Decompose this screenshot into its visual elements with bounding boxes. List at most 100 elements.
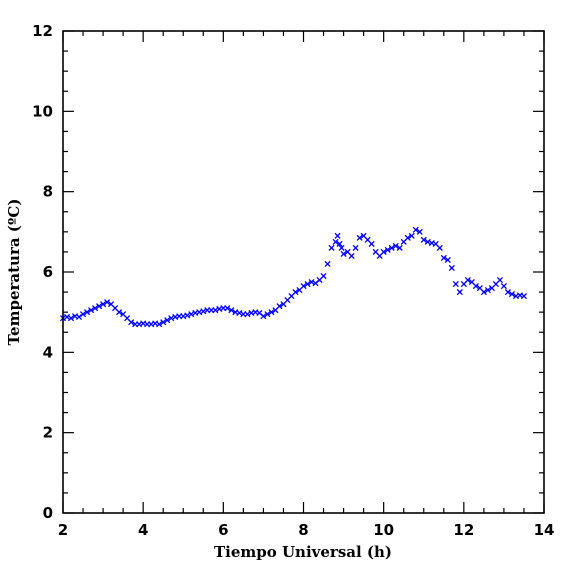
data-point-stroke [424, 238, 431, 245]
data-point-stroke [404, 234, 411, 241]
data-point [83, 309, 91, 316]
data-point-stroke [256, 309, 263, 317]
x-tick-label: 4 [138, 521, 148, 539]
data-point [168, 315, 175, 322]
data-point-stroke [75, 313, 83, 321]
data-point-stroke [124, 315, 131, 322]
data-point-stroke [476, 285, 483, 292]
data-point-stroke [300, 282, 307, 290]
x-tick-label: 10 [373, 521, 394, 539]
data-point [388, 244, 395, 251]
data-point [520, 293, 528, 300]
data-point [412, 226, 419, 233]
data-point-stroke [336, 240, 343, 247]
data-point-stroke [92, 305, 99, 312]
data-point [336, 240, 343, 247]
data-point-stroke [408, 232, 415, 239]
data-point [340, 250, 347, 257]
data-point-stroke [484, 287, 491, 294]
data-point [308, 278, 315, 286]
data-point [508, 291, 515, 298]
data-point-stroke [148, 321, 155, 328]
data-point-stroke [260, 313, 267, 320]
data-point-stroke [412, 226, 419, 233]
data-point [416, 228, 423, 235]
data-point [356, 234, 363, 241]
data-point-stroke [436, 244, 443, 251]
y-tick-label: 12 [32, 22, 53, 40]
data-point-stroke [63, 313, 71, 321]
data-point-stroke [444, 256, 451, 264]
data-point [444, 256, 451, 264]
data-point-stroke [464, 276, 471, 284]
y-axis-tick-labels: 0 2 4 6 8 10 12 [32, 22, 53, 522]
data-point-stroke [328, 244, 335, 251]
axis-ticks [62, 30, 545, 514]
data-point [164, 317, 171, 324]
data-point [480, 289, 487, 296]
data-point-stroke [228, 307, 235, 314]
data-point-stroke [340, 250, 347, 257]
data-point [424, 238, 431, 245]
data-point-stroke [338, 244, 345, 251]
data-point-stroke [292, 289, 299, 296]
data-point-stroke [128, 319, 135, 326]
data-point [116, 309, 123, 316]
data-point-stroke [352, 244, 359, 251]
y-tick-label: 4 [43, 343, 53, 361]
x-tick-label: 12 [453, 521, 474, 539]
data-point [276, 303, 283, 310]
data-point-stroke [304, 280, 311, 288]
data-point [304, 280, 311, 288]
data-point [292, 289, 299, 296]
y-tick-label: 10 [32, 102, 53, 120]
data-point-stroke [212, 307, 219, 314]
x-axis-label: Tiempo Universal (h) [214, 543, 392, 561]
data-point [472, 282, 479, 290]
data-point-stroke [372, 248, 379, 255]
data-point [224, 305, 231, 312]
y-tick-label: 6 [43, 263, 53, 281]
data-point-stroke [83, 309, 91, 316]
x-tick-label: 14 [534, 521, 555, 539]
data-point [128, 319, 135, 326]
data-point [100, 301, 107, 308]
data-point [334, 232, 341, 239]
data-point-stroke [448, 264, 455, 272]
data-point-stroke [264, 311, 271, 318]
data-point-stroke [188, 311, 195, 318]
y-tick-label: 8 [43, 183, 53, 201]
data-point [79, 311, 87, 318]
data-point [384, 246, 391, 253]
data-point-stroke [168, 315, 175, 322]
data-point-stroke [356, 234, 363, 241]
data-point [328, 244, 335, 251]
data-point [420, 236, 427, 243]
data-point-stroke [452, 280, 459, 288]
data-point-stroke [87, 307, 95, 314]
data-point [264, 311, 271, 318]
data-point-stroke [308, 278, 315, 286]
data-point [260, 313, 267, 320]
data-point [244, 311, 251, 318]
data-point-stroke [468, 278, 475, 286]
data-point-stroke [508, 291, 515, 298]
data-point [338, 244, 345, 251]
data-point-stroke [480, 289, 487, 296]
data-point-stroke [348, 252, 355, 259]
data-point-stroke [104, 299, 111, 306]
data-point-stroke [388, 244, 395, 251]
data-point [104, 299, 111, 306]
data-points [59, 226, 528, 328]
data-point [348, 252, 355, 259]
data-point-stroke [120, 311, 127, 318]
data-point-stroke [268, 309, 275, 316]
data-point-stroke [456, 289, 463, 296]
data-point [436, 244, 443, 251]
data-point-stroke [416, 228, 423, 235]
data-point [448, 264, 455, 272]
data-point-stroke [216, 305, 223, 313]
data-point [332, 238, 339, 245]
data-point-stroke [200, 308, 207, 315]
